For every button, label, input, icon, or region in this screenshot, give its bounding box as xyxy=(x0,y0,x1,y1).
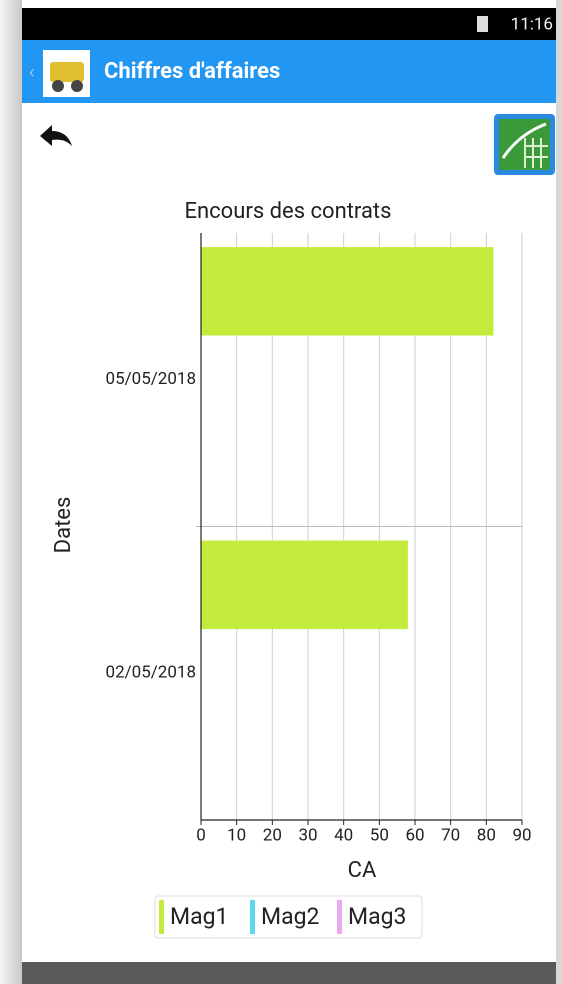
content xyxy=(22,103,556,962)
legend-swatch xyxy=(337,900,342,934)
bar xyxy=(201,540,408,630)
x-tick-label: 70 xyxy=(441,825,460,845)
status-time: 11:16 xyxy=(511,14,553,34)
x-tick-label: 90 xyxy=(512,825,531,845)
nav-bar xyxy=(22,962,556,984)
back-button[interactable] xyxy=(40,125,72,146)
battery-icon xyxy=(477,16,488,32)
app-title: Chiffres d'affaires xyxy=(104,59,280,84)
device-frame xyxy=(0,0,22,984)
x-tick-label: 0 xyxy=(196,825,206,845)
legend-box xyxy=(154,895,423,939)
legend: Mag1 Mag2 Mag3 xyxy=(154,895,423,939)
legend-label: Mag3 xyxy=(348,903,406,930)
x-tick-label: 40 xyxy=(334,825,353,845)
bar xyxy=(201,247,494,336)
y-tick-label: 05/05/2018 xyxy=(106,369,196,389)
x-tick-label: 30 xyxy=(298,825,317,845)
table-button-grid xyxy=(524,138,548,168)
legend-label: Mag2 xyxy=(261,903,320,930)
table-button-curve xyxy=(501,122,547,159)
y-axis-label: Dates xyxy=(51,497,76,554)
x-tick-label: 60 xyxy=(405,825,424,845)
status-bar xyxy=(22,8,556,40)
x-axis-label: CA xyxy=(348,858,377,883)
legend-label: Mag1 xyxy=(170,903,228,930)
legend-swatch xyxy=(250,900,255,934)
app-icon-wheel xyxy=(71,80,83,92)
chart: Encours des contrats CA Dates 0 10 20 30 40 50 60… xyxy=(51,199,532,939)
x-tick-label: 80 xyxy=(477,825,496,845)
app-icon-wheel xyxy=(52,80,64,92)
app-icon[interactable] xyxy=(43,50,90,97)
x-tick-label: 10 xyxy=(227,825,246,845)
x-tick-label: 20 xyxy=(263,825,282,845)
x-tick-label: 50 xyxy=(370,825,389,845)
table-view-button[interactable] xyxy=(494,114,555,175)
chart-title: Encours des contrats xyxy=(185,199,392,224)
legend-swatch xyxy=(159,900,164,934)
up-chevron[interactable]: ‹ xyxy=(29,62,34,83)
app-icon-body xyxy=(50,62,84,82)
y-tick-label: 02/05/2018 xyxy=(106,663,196,683)
device-frame xyxy=(556,0,562,984)
app-bar xyxy=(22,40,556,103)
